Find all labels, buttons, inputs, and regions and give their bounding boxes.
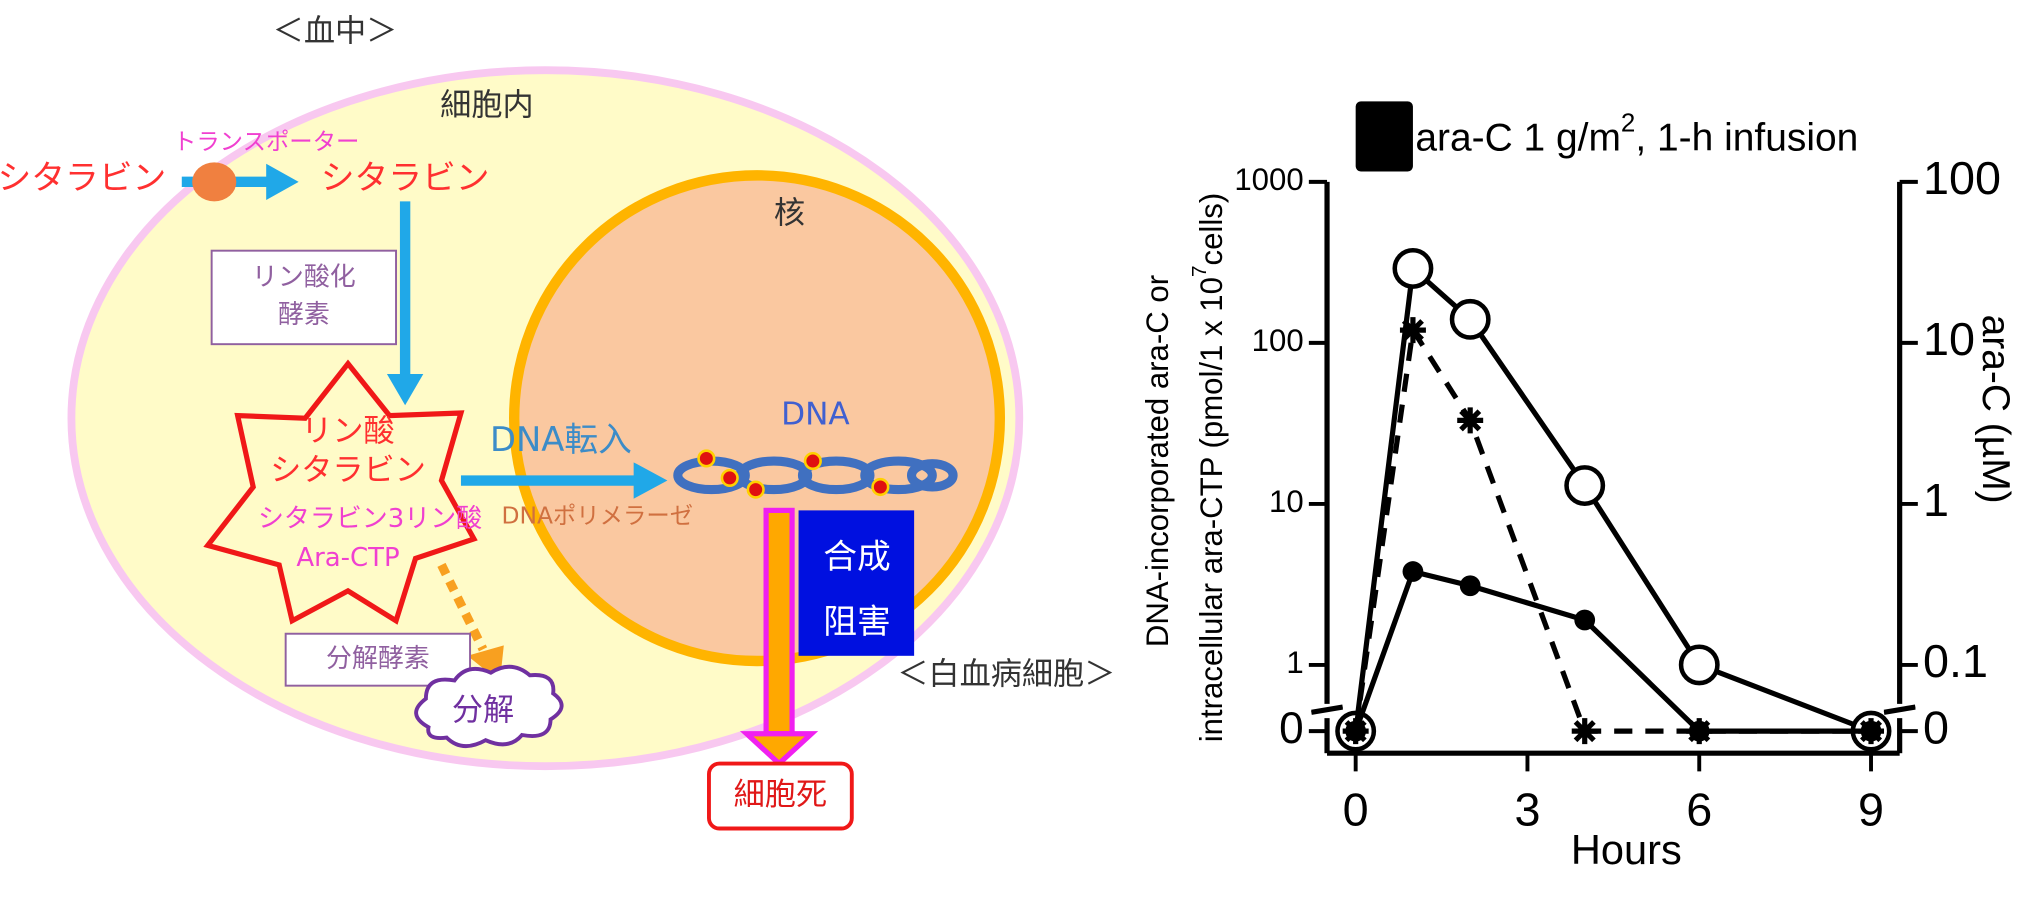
intracellular-label: 細胞内	[440, 88, 533, 124]
inhibition-label: 合成	[823, 537, 891, 576]
phospho-label: シタラビン	[270, 452, 426, 488]
phospho-label: シタラビン3リン酸	[258, 504, 482, 534]
y-axis-title-part: cells)	[1194, 193, 1229, 266]
diagram: ＜血中＞ 細胞内 核 シタラビン トランスポーター シタラビン リン酸化 酵素 …	[0, 14, 1115, 829]
phospho-label: Ara-CTP	[296, 543, 399, 573]
marker	[1689, 721, 1710, 742]
arrow-head	[747, 734, 812, 764]
transporter-label: トランスポーター	[173, 127, 359, 155]
x-tick-label: 9	[1858, 783, 1884, 835]
marker	[1403, 561, 1424, 582]
y-tick-label: 1	[1286, 645, 1303, 680]
nucleus	[514, 175, 1000, 661]
marker	[1567, 467, 1603, 503]
marker	[1395, 250, 1431, 286]
phospho-label: リン酸	[301, 413, 394, 449]
series-line	[1356, 572, 1871, 732]
y-tick-label: 0	[1279, 704, 1304, 753]
marker	[1400, 317, 1426, 343]
marker	[1345, 721, 1366, 742]
cell-death-label: 細胞死	[734, 777, 827, 813]
x-axis-title: Hours	[1571, 826, 1682, 873]
y2-tick-label: 0	[1923, 701, 1949, 753]
incorporation-label: DNA転入	[490, 420, 632, 459]
leukemia-cell-label: ＜白血病細胞＞	[897, 656, 1115, 692]
y2-tick-label: 100	[1923, 152, 2001, 204]
chart-title: ara-C 1 g/m2, 1-h infusion	[1415, 108, 1858, 160]
y2-tick-label: 10	[1923, 313, 1975, 365]
blood-label: ＜血中＞	[273, 14, 398, 50]
marker	[1457, 407, 1483, 433]
marker	[1681, 647, 1717, 683]
marker	[1861, 721, 1882, 742]
page: ＜血中＞ 細胞内 核 シタラビン トランスポーター シタラビン リン酸化 酵素 …	[0, 0, 2036, 900]
y2-axis-title: ara-C (µM)	[1974, 315, 2017, 504]
y2-tick-label: 1	[1923, 474, 1949, 526]
chart-title-part: 2	[1621, 108, 1635, 138]
x-tick-label: 6	[1686, 783, 1712, 835]
degradation-label: 分解	[452, 693, 514, 729]
cytarabine-inside: シタラビン	[321, 158, 490, 197]
nucleus-label: 核	[774, 195, 805, 231]
y-axis-title-part: intracellular ara-CTP (pmol/1 x 10	[1194, 277, 1229, 742]
y2-tick-label: 0.1	[1923, 635, 1988, 687]
y-tick-label: 10	[1269, 484, 1304, 519]
chart-title-part: ara-C 1 g/m	[1415, 117, 1621, 160]
axis-break	[1311, 708, 1342, 713]
chart-title-part: , 1-h infusion	[1635, 117, 1858, 160]
y-tick-label: 1000	[1234, 162, 1303, 197]
marker	[1572, 718, 1598, 744]
inhibition-label: 阻害	[823, 602, 891, 641]
dna-label: DNA	[781, 397, 850, 433]
y-axis-title: intracellular ara-CTP (pmol/1 x 107cells…	[1189, 193, 1230, 742]
degrading-enzyme-label: 分解酵素	[326, 644, 430, 674]
y-tick-label: 100	[1252, 323, 1304, 358]
marker	[1460, 575, 1481, 596]
axis-break	[1884, 708, 1915, 713]
x-tick-label: 0	[1343, 783, 1369, 835]
x-tick-label: 3	[1514, 783, 1540, 835]
marker	[1452, 301, 1488, 337]
y-axis-title-part: 7	[1189, 265, 1212, 277]
y-axis-title: DNA-incorporated ara-C or	[1140, 275, 1175, 647]
transporter	[192, 162, 236, 201]
polymerase-label: DNAポリメラーゼ	[501, 501, 693, 529]
death-arrow	[766, 510, 792, 733]
kinase-label: リン酸化	[252, 262, 356, 292]
kinase-label: 酵素	[278, 300, 330, 330]
infusion-bar	[1356, 101, 1413, 171]
marker	[1574, 610, 1595, 631]
series-line	[1356, 268, 1871, 731]
cytarabine-outside: シタラビン	[0, 158, 166, 197]
figure: ＜血中＞ 細胞内 核 シタラビン トランスポーター シタラビン リン酸化 酵素 …	[0, 0, 2036, 900]
